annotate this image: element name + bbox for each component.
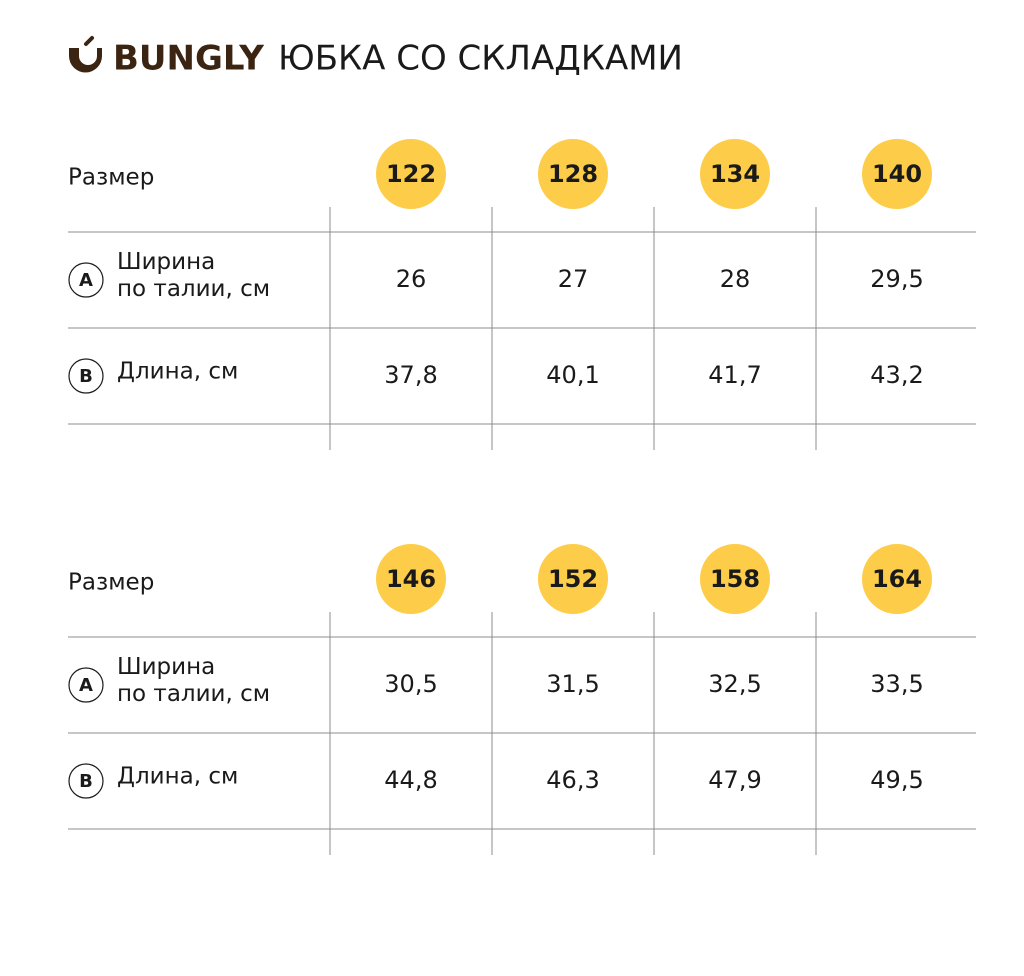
row-marker-circle (68, 667, 104, 703)
size-badge (538, 139, 608, 209)
cell-value: 32,5 (708, 670, 761, 698)
size-label: Размер (68, 570, 154, 596)
cell-value: 26 (396, 265, 427, 293)
row-marker-circle (68, 262, 104, 298)
cell-value: 43,2 (870, 361, 923, 389)
size-value: 152 (548, 565, 598, 593)
size-value: 122 (386, 160, 436, 188)
row-marker-circle (68, 763, 104, 799)
brand: BUNGLY (113, 39, 264, 79)
cell-value: 30,5 (384, 670, 437, 698)
size-label: Размер (68, 165, 154, 191)
cell-value: 40,1 (546, 361, 599, 389)
row-marker-circle (68, 358, 104, 394)
size-value: 158 (710, 565, 760, 593)
cell-value: 47,9 (708, 766, 761, 794)
cell-value: 33,5 (870, 670, 923, 698)
size-badge (700, 544, 770, 614)
cell-value: 27 (558, 265, 589, 293)
row-label: Длина, см (117, 359, 238, 385)
row-label: Длина, см (117, 764, 238, 790)
row-label: Ширина (117, 654, 215, 680)
row-marker: A (79, 675, 93, 696)
size-badge (376, 544, 446, 614)
cell-value: 41,7 (708, 361, 761, 389)
size-badge (862, 139, 932, 209)
cell-value: 31,5 (546, 670, 599, 698)
row-marker: B (79, 771, 93, 792)
size-value: 146 (386, 565, 436, 593)
size-badge (700, 139, 770, 209)
row-label: по талии, см (117, 276, 270, 302)
size-value: 128 (548, 160, 598, 188)
size-badge (862, 544, 932, 614)
title: ЮБКА СО СКЛАДКАМИ (278, 39, 683, 79)
cell-value: 29,5 (870, 265, 923, 293)
size-badge (538, 544, 608, 614)
size-value: 140 (872, 160, 922, 188)
cell-value: 44,8 (384, 766, 437, 794)
row-label: Ширина (117, 249, 215, 275)
row-label: по талии, см (117, 681, 270, 707)
cell-value: 37,8 (384, 361, 437, 389)
row-marker: B (79, 366, 93, 387)
size-badge (376, 139, 446, 209)
size-value: 134 (710, 160, 760, 188)
cell-value: 28 (720, 265, 751, 293)
logo-icon (69, 36, 102, 73)
size-value: 164 (872, 565, 922, 593)
cell-value: 46,3 (546, 766, 599, 794)
row-marker: A (79, 270, 93, 291)
cell-value: 49,5 (870, 766, 923, 794)
